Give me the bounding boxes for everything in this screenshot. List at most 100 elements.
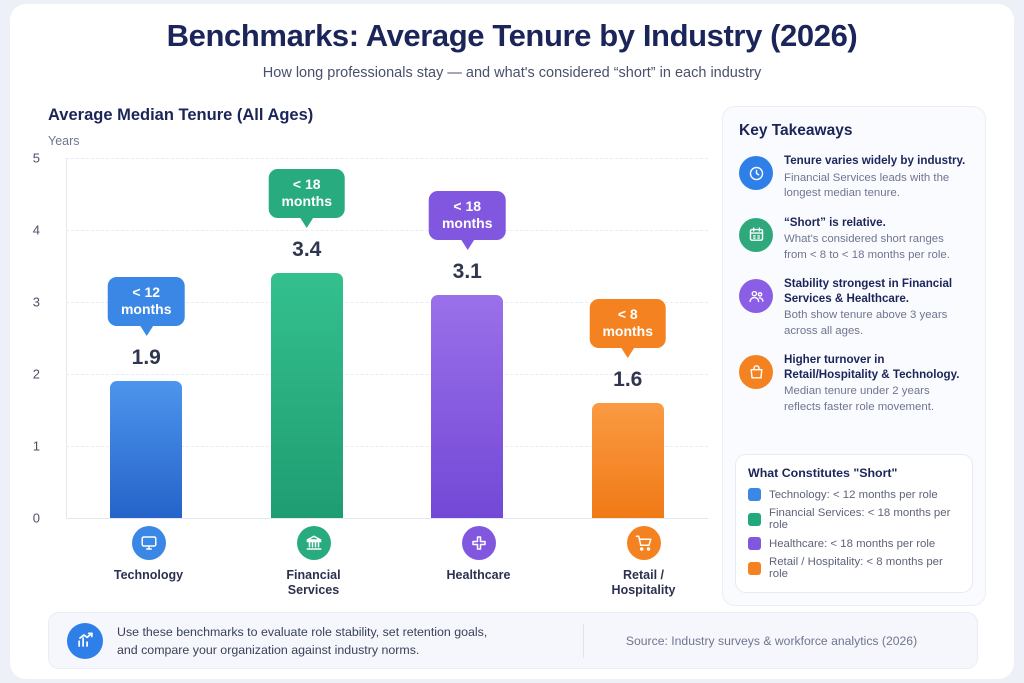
footer-text: Use these benchmarks to evaluate role st… [117, 623, 577, 659]
y-axis-tick: 1 [32, 438, 40, 454]
bar-financial-services[interactable] [270, 273, 343, 518]
badge-line-1: < 8 [617, 305, 638, 322]
legend-title: What Constitutes "Short" [748, 466, 898, 480]
category-label-line: Services [287, 583, 340, 597]
legend-label: Technology: < 12 months per role [769, 488, 938, 501]
legend-label: Financial Services: < 18 months per role [769, 507, 951, 531]
takeaway-item: Higher turnover in Retail/Hospitality & … [739, 353, 969, 415]
takeaway-body: Tenure varies widely by industry. Financi… [784, 154, 969, 202]
chart-title: Average Median Tenure (All Ages) [48, 106, 314, 124]
x-axis-item: Healthcare [396, 526, 561, 598]
footer-source: Source: Industry surveys & workforce ana… [625, 633, 918, 648]
takeaway-detail: Financial Services leads with the longes… [784, 171, 950, 200]
takeaway-heading: Higher turnover in Retail/Hospitality & … [784, 353, 960, 381]
clock-icon [739, 156, 773, 190]
legend-item: Healthcare: < 18 months per role [748, 537, 960, 550]
category-label-line: Hospitality [611, 583, 676, 597]
calendar-icon [739, 217, 773, 252]
legend-item: Retail / Hospitality: < 8 months per rol… [748, 556, 960, 580]
bar-slot: 1.9 < 12 months [66, 158, 227, 518]
short-threshold-badge: < 8 months [589, 298, 667, 358]
main-card: Benchmarks: Average Tenure by Industry (… [10, 4, 1014, 679]
y-axis-tick: 2 [32, 366, 40, 382]
category-label-line: Healthcare [446, 568, 511, 582]
takeaway-body: “Short” is relative. What's considered sh… [784, 216, 969, 264]
takeaway-detail: Median tenure under 2 years reflects fas… [784, 385, 935, 413]
y-axis-tick: 0 [32, 510, 40, 526]
badge-line-2: months [602, 322, 654, 339]
bar-value-label: 1.9 [131, 346, 161, 370]
legend-swatch [748, 488, 761, 501]
x-axis-item: Retail / Hospitality [561, 526, 726, 598]
takeaway-body: Stability strongest in Financial Service… [784, 277, 969, 339]
footer-line-1: Use these benchmarks to evaluate role st… [117, 624, 488, 639]
badge-line-2: months [281, 193, 333, 210]
y-axis-line [66, 158, 67, 518]
bar-value-label: 3.4 [292, 238, 322, 262]
gridline [66, 230, 708, 231]
x-axis-category-label: Healthcare [396, 568, 561, 583]
takeaway-detail: Both show tenure above 3 years across al… [784, 309, 948, 337]
short-threshold-badge: < 18 months [428, 190, 506, 250]
y-axis-tick: 3 [32, 294, 40, 310]
bar-healthcare[interactable] [431, 294, 504, 518]
takeaway-item: Tenure varies widely by industry. Financi… [739, 154, 969, 202]
legend-label: Retail / Hospitality: < 8 months per rol… [769, 556, 943, 580]
bar-retail-hospitality[interactable] [591, 402, 664, 518]
gridline [66, 446, 708, 447]
footer-line-2: and compare your organization against in… [117, 642, 420, 657]
shopping-cart-icon [626, 526, 661, 560]
key-takeaways-panel: Key Takeaways Tenure varies widely by in… [722, 106, 986, 606]
chart-section: Average Median Tenure (All Ages) Years 5… [10, 96, 722, 606]
page-subtitle: How long professionals stay — and what's… [262, 65, 762, 81]
people-icon [739, 279, 773, 313]
bag-icon [739, 355, 773, 389]
legend-item: Technology: < 12 months per role [748, 488, 960, 501]
short-threshold-badge: < 18 months [268, 169, 346, 229]
header: Benchmarks: Average Tenure by Industry (… [10, 4, 1014, 81]
y-axis-label: Years [48, 134, 80, 148]
gridline [66, 302, 708, 303]
legend-swatch [748, 512, 761, 526]
medical-cross-icon [461, 526, 496, 560]
gridline [66, 374, 708, 375]
takeaway-item: Stability strongest in Financial Service… [739, 277, 969, 339]
takeaway-item: “Short” is relative. What's considered sh… [739, 216, 969, 264]
x-axis-category-label: Financial Services [231, 568, 396, 598]
page-title: Benchmarks: Average Tenure by Industry (… [166, 18, 858, 53]
panel-title: Key Takeaways [739, 122, 853, 139]
bars-container: 1.9 < 12 months 3.4 < 18 months 3.1 < 18 months 1… [66, 158, 708, 518]
y-axis-tick: 5 [32, 150, 40, 166]
bar-value-label: 1.6 [613, 367, 643, 391]
takeaway-heading: Stability strongest in Financial Service… [784, 277, 953, 305]
badge-line-1: < 18 [292, 176, 321, 193]
short-threshold-badge: < 12 months [107, 277, 185, 337]
badge-line-1: < 18 [453, 197, 482, 214]
chart-growth-icon [67, 622, 103, 659]
bar-slot: 3.1 < 18 months [387, 158, 548, 518]
bank-icon [296, 526, 331, 560]
gridline [66, 158, 708, 159]
sidebar-section: Key Takeaways Tenure varies widely by in… [722, 96, 1014, 606]
content-area: Average Median Tenure (All Ages) Years 5… [10, 96, 1014, 606]
footer-bar: Use these benchmarks to evaluate role st… [48, 612, 978, 669]
takeaway-heading: Tenure varies widely by industry. [784, 154, 966, 167]
category-label-line: Technology [113, 568, 184, 582]
legend-label: Healthcare: < 18 months per role [769, 537, 936, 550]
category-label-line: Financial [286, 568, 341, 582]
x-axis-item: Technology [66, 526, 231, 598]
takeaway-body: Higher turnover in Retail/Hospitality & … [784, 353, 969, 415]
category-label-line: Retail / [623, 568, 664, 582]
takeaway-detail: What's considered short ranges from < 8 … [784, 233, 950, 261]
y-axis-tick: 4 [32, 222, 40, 238]
x-axis-labels: Technology Financial Services Healthcare Ret… [66, 526, 726, 598]
x-axis-category-label: Retail / Hospitality [561, 568, 726, 598]
legend-swatch [748, 561, 761, 575]
bar-slot: 1.6 < 8 months [548, 158, 709, 518]
badge-line-2: months [441, 214, 493, 231]
bar-technology[interactable] [110, 381, 183, 518]
badge-line-2: months [120, 301, 172, 318]
footer-divider [583, 623, 584, 658]
